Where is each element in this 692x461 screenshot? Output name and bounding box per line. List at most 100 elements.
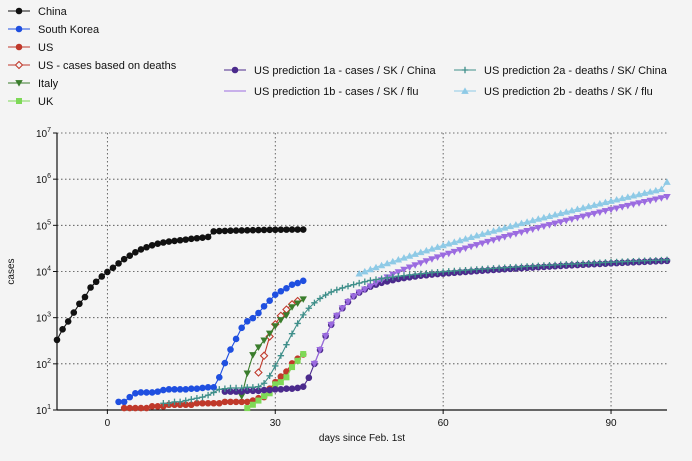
data-point bbox=[568, 206, 576, 214]
data-point bbox=[188, 385, 195, 392]
data-point bbox=[70, 309, 78, 316]
data-point bbox=[300, 351, 307, 358]
data-point bbox=[310, 360, 319, 368]
data-point bbox=[630, 258, 637, 265]
data-point bbox=[238, 398, 245, 406]
data-point bbox=[607, 197, 615, 204]
data-point bbox=[232, 384, 240, 392]
legend-marker bbox=[15, 80, 23, 87]
data-point bbox=[439, 241, 447, 249]
data-point bbox=[254, 344, 263, 351]
data-point bbox=[259, 351, 269, 360]
data-point bbox=[479, 265, 486, 273]
data-point bbox=[372, 263, 380, 271]
data-point bbox=[266, 226, 273, 234]
series-8 bbox=[160, 256, 671, 407]
data-point bbox=[204, 233, 212, 241]
y-tick-label: 101 bbox=[36, 404, 51, 417]
data-point bbox=[629, 192, 638, 199]
data-point bbox=[663, 178, 671, 185]
data-point bbox=[624, 258, 632, 265]
legend-marker bbox=[14, 60, 24, 70]
data-point bbox=[277, 226, 285, 233]
data-point bbox=[517, 229, 526, 236]
data-point bbox=[299, 383, 307, 390]
data-point bbox=[143, 404, 150, 412]
data-point bbox=[461, 245, 470, 252]
data-point bbox=[87, 284, 94, 291]
legend-item: US prediction 1a - cases / SK / China bbox=[224, 65, 436, 77]
legend-item: US - cases based on deaths bbox=[8, 60, 177, 72]
data-point bbox=[478, 230, 487, 237]
data-point bbox=[277, 352, 285, 359]
legend-marker bbox=[15, 7, 23, 15]
data-point bbox=[283, 341, 290, 348]
data-point bbox=[591, 259, 598, 267]
data-point bbox=[411, 262, 419, 269]
data-point bbox=[333, 286, 341, 294]
data-point bbox=[260, 337, 268, 344]
legend-label: US - cases based on deaths bbox=[38, 60, 177, 72]
data-point bbox=[283, 385, 290, 392]
data-point bbox=[601, 208, 610, 215]
data-point bbox=[473, 231, 481, 239]
data-point bbox=[556, 209, 565, 217]
data-point bbox=[271, 226, 279, 234]
data-point bbox=[232, 227, 240, 234]
data-point bbox=[120, 255, 128, 263]
data-point bbox=[243, 318, 251, 325]
data-point bbox=[489, 237, 498, 244]
data-point bbox=[261, 393, 268, 400]
data-point bbox=[489, 227, 498, 234]
data-point bbox=[490, 265, 497, 272]
data-point bbox=[647, 257, 654, 264]
data-point bbox=[405, 264, 414, 271]
legend-item: US prediction 2a - deaths / SK/ China bbox=[454, 65, 668, 77]
data-point bbox=[171, 237, 178, 245]
data-point bbox=[467, 233, 475, 241]
data-point bbox=[243, 370, 251, 378]
data-point bbox=[255, 383, 262, 390]
legend-label: China bbox=[38, 6, 68, 18]
data-point bbox=[355, 270, 363, 277]
data-point bbox=[467, 243, 475, 251]
y-tick-label: 105 bbox=[36, 219, 51, 232]
x-tick-label: 60 bbox=[438, 418, 450, 429]
data-point bbox=[534, 215, 543, 222]
legend-item: China bbox=[8, 6, 68, 18]
data-point bbox=[204, 399, 212, 407]
data-point bbox=[288, 281, 296, 288]
data-point bbox=[182, 236, 190, 243]
data-point bbox=[260, 226, 268, 234]
data-point bbox=[188, 396, 195, 403]
data-point bbox=[115, 398, 122, 406]
data-point bbox=[540, 262, 548, 269]
data-point bbox=[596, 209, 604, 216]
data-point bbox=[64, 318, 72, 325]
data-point bbox=[294, 320, 301, 327]
data-point bbox=[115, 260, 122, 267]
legend-item: US prediction 2b - deaths / SK / flu bbox=[454, 86, 653, 98]
series-0 bbox=[53, 226, 307, 344]
data-point bbox=[478, 240, 487, 247]
data-point bbox=[411, 271, 419, 278]
data-point bbox=[288, 330, 296, 337]
data-point bbox=[473, 242, 481, 249]
data-point bbox=[300, 311, 307, 319]
series-1 bbox=[115, 277, 307, 406]
data-point bbox=[484, 228, 492, 236]
data-point bbox=[182, 397, 189, 404]
data-point bbox=[299, 277, 307, 285]
data-point bbox=[299, 226, 307, 233]
data-point bbox=[545, 222, 554, 229]
data-point bbox=[271, 291, 279, 298]
data-point bbox=[160, 400, 167, 407]
data-point bbox=[602, 259, 609, 266]
data-point bbox=[663, 194, 671, 201]
data-point bbox=[344, 298, 352, 306]
data-point bbox=[305, 305, 313, 312]
series-5 bbox=[244, 351, 307, 412]
data-point bbox=[500, 224, 509, 231]
data-point bbox=[501, 264, 508, 271]
data-point bbox=[321, 333, 330, 340]
